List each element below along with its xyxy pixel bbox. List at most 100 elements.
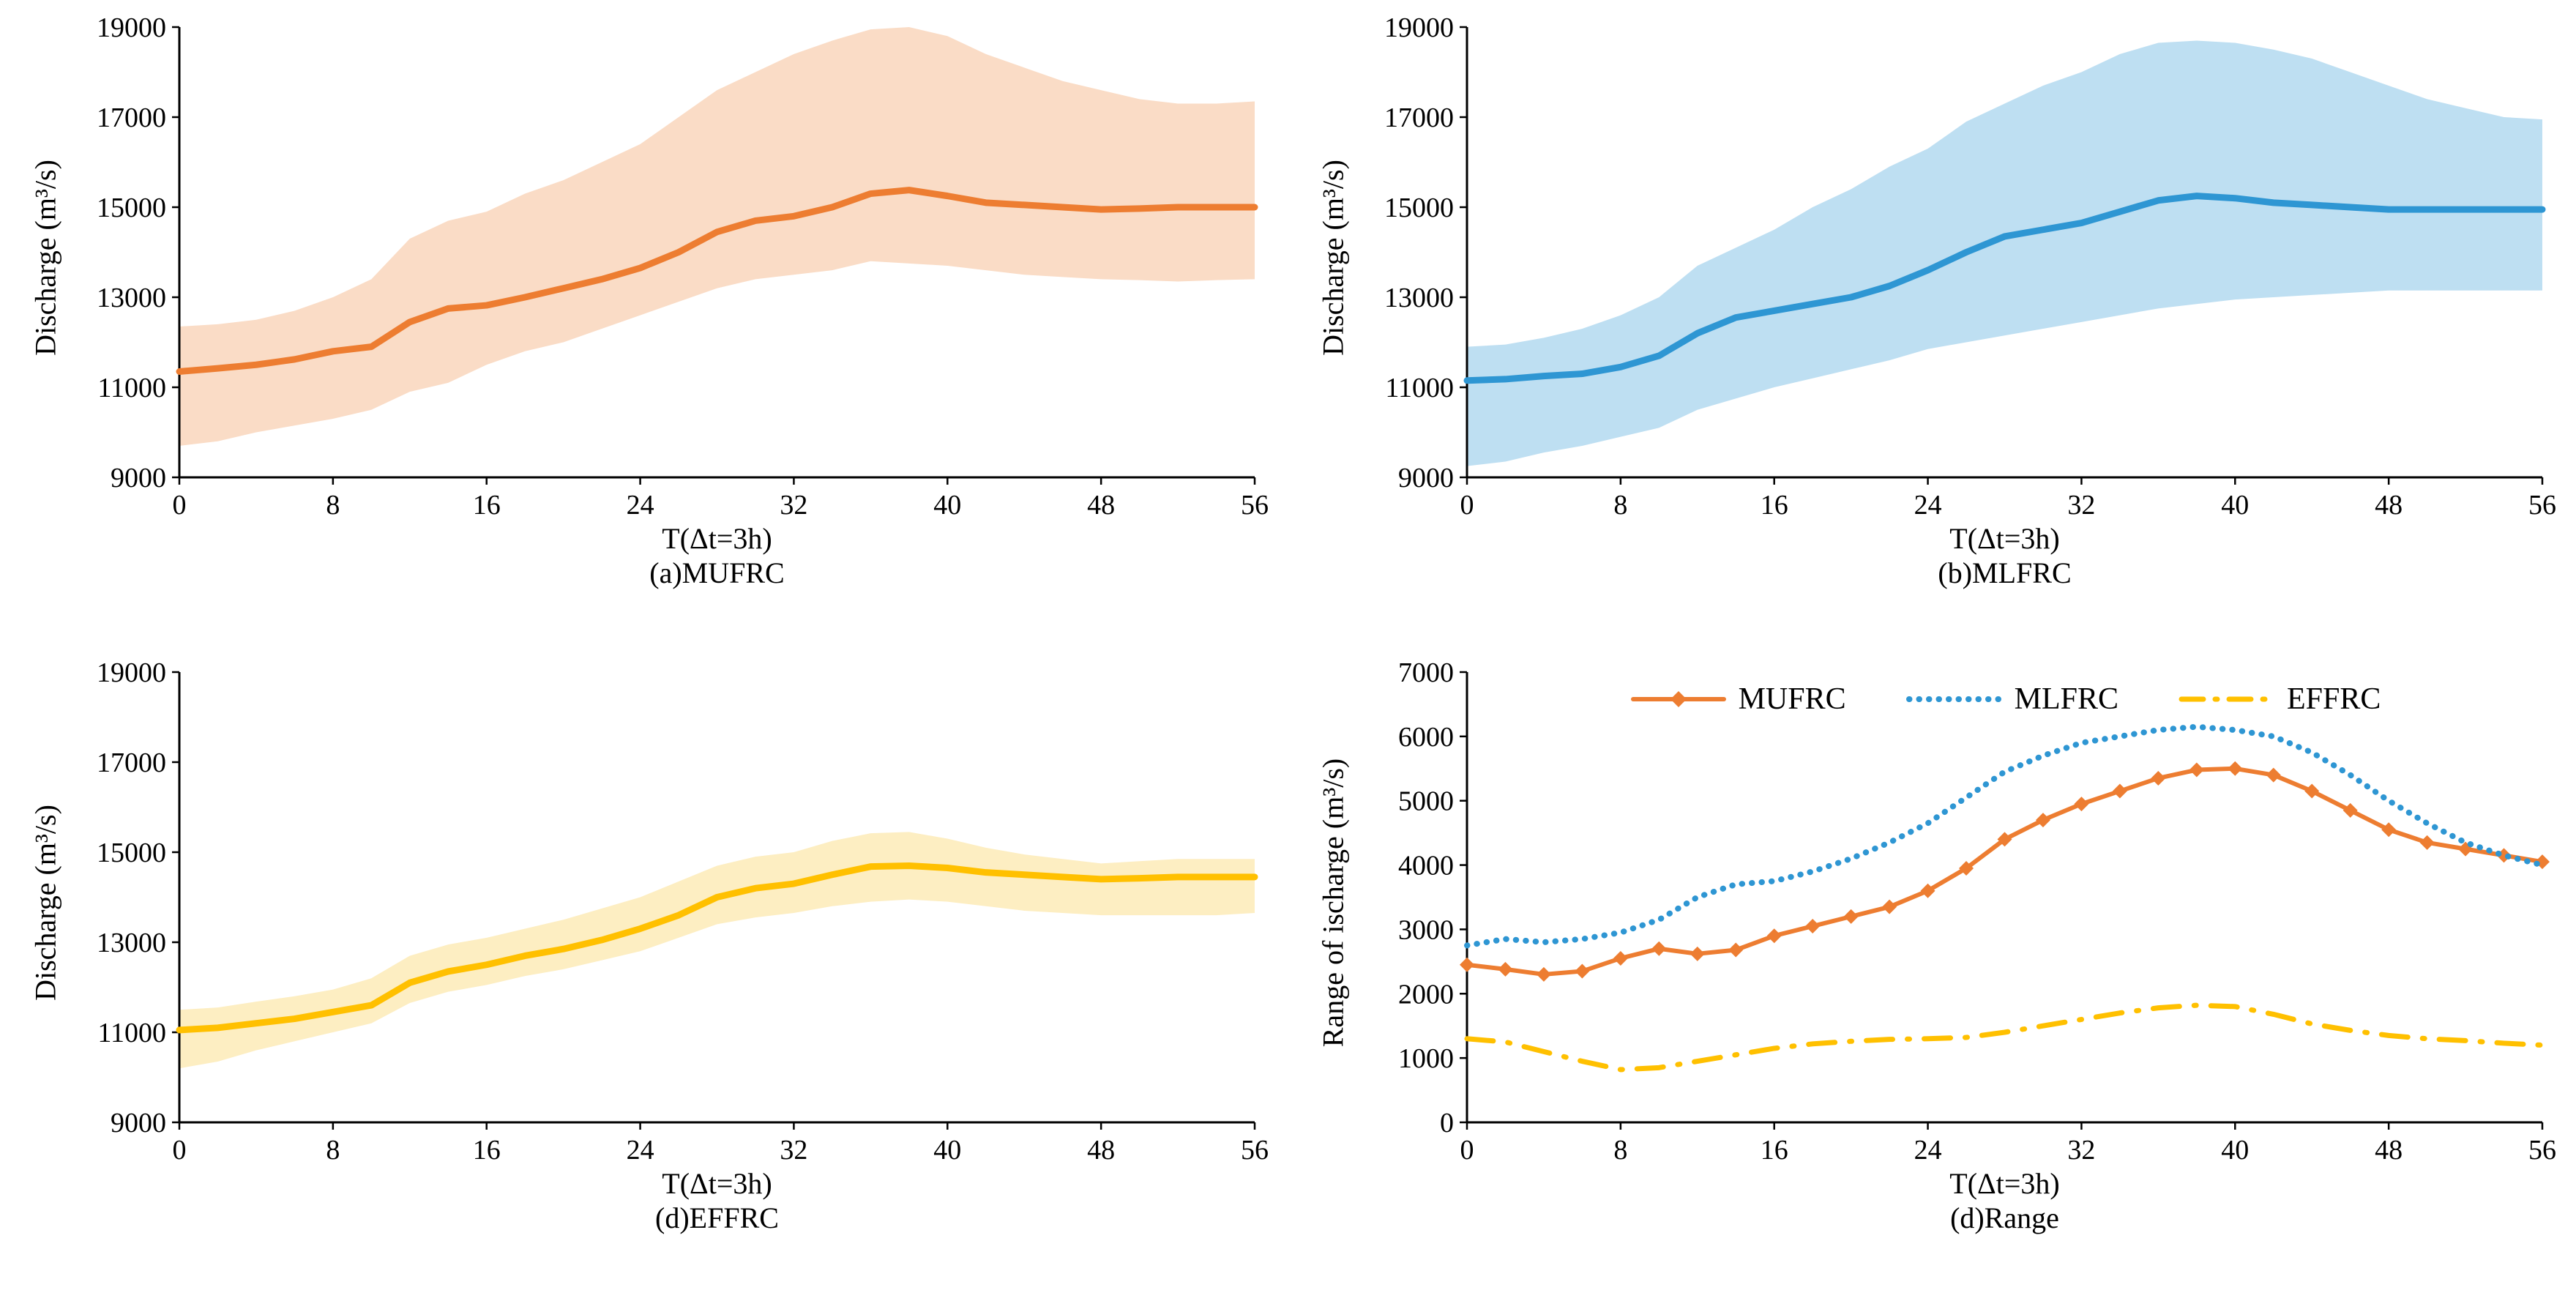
- y-tick-label: 17000: [97, 747, 166, 778]
- y-tick-label: 15000: [1384, 193, 1454, 223]
- y-tick-label: 13000: [97, 928, 166, 958]
- x-axis-title-mlfrc: T(Δt=3h): [1949, 522, 2060, 555]
- x-tick-label: 8: [1613, 490, 1627, 521]
- marker-diamond: [1498, 961, 1513, 977]
- y-tick-label: 15000: [97, 193, 166, 223]
- marker-diamond: [2381, 822, 2397, 838]
- x-axis-title-mufrc: T(Δt=3h): [662, 522, 772, 555]
- x-tick-label: 40: [2221, 490, 2249, 521]
- y-tick-label: 13000: [1384, 283, 1454, 313]
- legend: MUFRC MLFRC EFFRC: [1467, 682, 2542, 717]
- y-tick-label: 17000: [1384, 102, 1454, 133]
- x-tick-label: 24: [627, 1135, 654, 1166]
- y-tick-label: 9000: [111, 463, 166, 493]
- x-tick-label: 24: [1914, 490, 1942, 521]
- y-tick-label: 11000: [97, 1018, 166, 1048]
- legend-item-mufrc: MUFRC: [1629, 682, 1846, 717]
- marker-diamond: [1920, 883, 1935, 898]
- x-tick-label: 16: [473, 490, 501, 521]
- x-axis-title-effrc: T(Δt=3h): [662, 1167, 772, 1200]
- mlfrc-chart-plot: 0 8 16 24 32 40 48 56 9000 11000 13000 15000 17000 19…: [1384, 12, 2556, 521]
- chart-cell-effrc: Discharge (m³/s) 0 8 16 24 32 40 48 56 9000 11000…: [0, 645, 1288, 1290]
- x-tick-label: 8: [326, 490, 340, 521]
- y-axis-title-mlfrc: Discharge (m³/s): [1316, 160, 1350, 356]
- x-tick-label: 56: [2528, 1135, 2556, 1166]
- legend-swatch-mufrc-line-diamond: [1630, 691, 1726, 707]
- y-tick-label: 13000: [97, 283, 166, 313]
- y-tick-label: 4000: [1398, 851, 1454, 881]
- x-tick-label: 16: [1761, 1135, 1788, 1166]
- marker-diamond: [1460, 957, 1474, 972]
- confidence-band: [179, 27, 1255, 446]
- y-tick-label: 19000: [1384, 12, 1454, 43]
- series-line-MUFRC: [176, 187, 1258, 375]
- marker-diamond: [1536, 966, 1551, 982]
- x-tick-label: 32: [2067, 490, 2095, 521]
- y-tick-label: 1000: [1398, 1043, 1454, 1074]
- x-tick-label: 0: [173, 1135, 187, 1166]
- legend-label-effrc: EFFRC: [2287, 682, 2381, 716]
- y-tick-label: 6000: [1398, 722, 1454, 753]
- marker-diamond: [2342, 802, 2358, 818]
- chart-cell-range: Range of ischarge (m³/s) 0 8 16 24 32 40 48 56 0…: [1288, 645, 2576, 1290]
- series-line-MLFRC: [1464, 723, 2545, 949]
- y-axis-title-range: Range of ischarge (m³/s): [1316, 758, 1350, 1048]
- x-tick-label: 48: [1087, 1135, 1115, 1166]
- range-chart-plot: 0 8 16 24 32 40 48 56 0 1000 2000 3000 4000 5000 6000 7…: [1398, 657, 2556, 1166]
- chart-subtitle-range: (d)Range: [1950, 1201, 2059, 1234]
- y-axis-title-mufrc: Discharge (m³/s): [29, 160, 62, 356]
- x-tick-label: 48: [2375, 490, 2403, 521]
- y-tick-label: 19000: [97, 657, 166, 688]
- x-tick-label: 0: [1460, 1135, 1474, 1166]
- legend-label-mlfrc: MLFRC: [2014, 682, 2119, 716]
- marker-diamond: [2266, 767, 2281, 783]
- x-tick-label: 40: [933, 490, 961, 521]
- series-line-MUFRC: [1465, 766, 2545, 977]
- effrc-chart-plot: 0 8 16 24 32 40 48 56 9000 11000 13000 15000 17000 19…: [97, 657, 1269, 1166]
- marker-diamond: [2074, 797, 2089, 812]
- x-axis-title-range: T(Δt=3h): [1949, 1167, 2060, 1200]
- x-tick-label: 56: [2528, 490, 2556, 521]
- chart-subtitle-mlfrc: (b)MLFRC: [1938, 556, 2072, 589]
- x-tick-label: 32: [2067, 1135, 2095, 1166]
- marker-diamond: [2304, 783, 2320, 799]
- marker-diamond: [1575, 963, 1590, 979]
- chart-subtitle-effrc: (d)EFFRC: [655, 1201, 779, 1234]
- marker-diamond: [2419, 835, 2435, 850]
- x-tick-label: 0: [173, 490, 187, 521]
- marker-diamond: [2228, 761, 2243, 776]
- y-tick-label: 9000: [111, 1108, 166, 1138]
- marker-diamond: [1805, 919, 1821, 934]
- marker-diamond: [2535, 854, 2550, 870]
- x-tick-label: 56: [1241, 490, 1269, 521]
- x-tick-label: 24: [1914, 1135, 1942, 1166]
- y-tick-label: 3000: [1398, 914, 1454, 945]
- series-line-EFFRC: [1464, 1002, 2545, 1073]
- marker-diamond: [1882, 899, 1897, 914]
- legend-item-mlfrc: MLFRC: [1905, 682, 2118, 717]
- marker-diamond: [1728, 942, 1744, 958]
- y-tick-label: 5000: [1398, 786, 1454, 817]
- chart-cell-mufrc: Discharge (m³/s) 0 8 16 24 32 40 48 56 9000 11000…: [0, 0, 1288, 645]
- marker-diamond: [2189, 762, 2204, 778]
- marker-diamond: [2112, 783, 2127, 799]
- marker-diamond: [1690, 946, 1705, 961]
- legend-item-effrc: EFFRC: [2177, 682, 2381, 717]
- y-tick-label: 19000: [97, 12, 166, 43]
- legend-swatch-mlfrc-dotted-line: [1905, 696, 2003, 702]
- x-tick-label: 48: [2375, 1135, 2403, 1166]
- x-tick-label: 48: [1087, 490, 1115, 521]
- y-tick-label: 11000: [97, 373, 166, 403]
- x-tick-label: 24: [627, 490, 654, 521]
- marker-diamond: [2035, 813, 2050, 828]
- y-tick-label: 2000: [1398, 979, 1454, 1010]
- x-tick-label: 16: [473, 1135, 501, 1166]
- y-axis-title-effrc: Discharge (m³/s): [29, 805, 62, 1001]
- chart-subtitle-mufrc: (a)MUFRC: [649, 556, 785, 589]
- x-tick-label: 40: [933, 1135, 961, 1166]
- x-tick-label: 32: [780, 1135, 807, 1166]
- legend-label-mufrc: MUFRC: [1738, 682, 1846, 716]
- x-tick-label: 8: [326, 1135, 340, 1166]
- series-line-MLFRC: [1463, 193, 2546, 384]
